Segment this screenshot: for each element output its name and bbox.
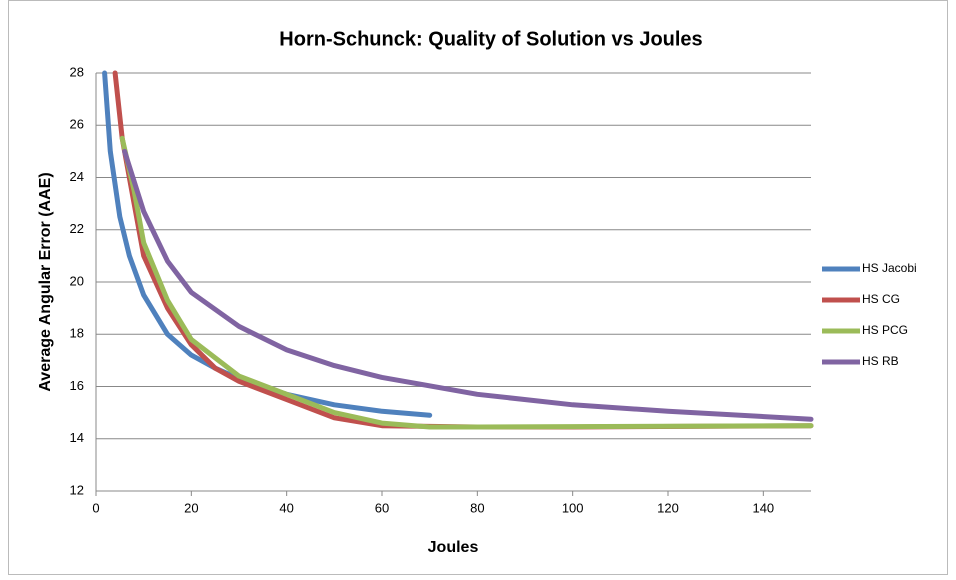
x-tick-label: 120 [657,500,679,515]
x-tick-label: 0 [92,500,99,515]
chart-title: Horn-Schunck: Quality of Solution vs Jou… [279,28,702,50]
legend-label: HS Jacobi [862,261,917,275]
y-tick-label: 28 [70,64,84,79]
data-line [119,135,814,430]
y-axis-label: Average Angular Error (AAE) [37,172,54,391]
legend-label: HS PCG [862,323,908,337]
legend-label: HS CG [862,292,900,306]
data-line [122,148,814,422]
x-axis-label: Joules [428,539,479,556]
chart-frame [8,0,948,575]
y-tick-label: 16 [70,378,84,393]
x-tick-label: 100 [562,500,584,515]
y-tick-label: 22 [70,221,84,236]
x-tick-label: 140 [752,500,774,515]
y-tick-label: 14 [70,430,84,445]
legend-label: HS RB [862,354,899,368]
x-tick-label: 80 [470,500,484,515]
x-tick-label: 60 [375,500,389,515]
data-line [102,70,433,418]
y-tick-label: 12 [70,482,84,497]
y-tick-label: 24 [70,169,84,184]
y-tick-label: 26 [70,117,84,132]
x-tick-label: 40 [279,500,293,515]
x-tick-label: 20 [184,500,198,515]
y-tick-label: 18 [70,326,84,341]
y-tick-label: 20 [70,273,84,288]
